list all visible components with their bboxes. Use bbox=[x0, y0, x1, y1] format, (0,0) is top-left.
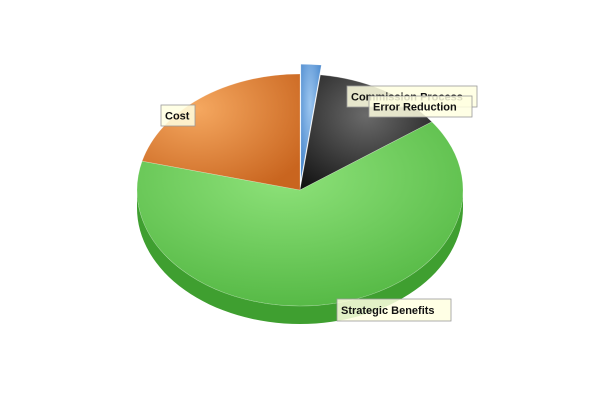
label-text: Cost bbox=[165, 111, 190, 123]
label-box bbox=[336, 298, 452, 322]
label-text: Error Reduction bbox=[373, 102, 457, 114]
pie-slice-strategic-benefits[interactable] bbox=[136, 121, 464, 307]
label-box bbox=[160, 104, 196, 127]
label-box bbox=[368, 95, 473, 118]
pie-slice-side-strategic-benefits bbox=[137, 190, 463, 324]
label-text: Strategic Benefits bbox=[341, 305, 435, 317]
pie-slice-cost[interactable] bbox=[141, 73, 301, 191]
data-label-strategic-benefits: Strategic Benefits bbox=[336, 298, 452, 322]
data-label-cost: Cost bbox=[160, 104, 196, 127]
pie-slice-commission-process[interactable] bbox=[300, 63, 322, 181]
data-label-error-reduction: Error Reduction bbox=[368, 95, 473, 118]
